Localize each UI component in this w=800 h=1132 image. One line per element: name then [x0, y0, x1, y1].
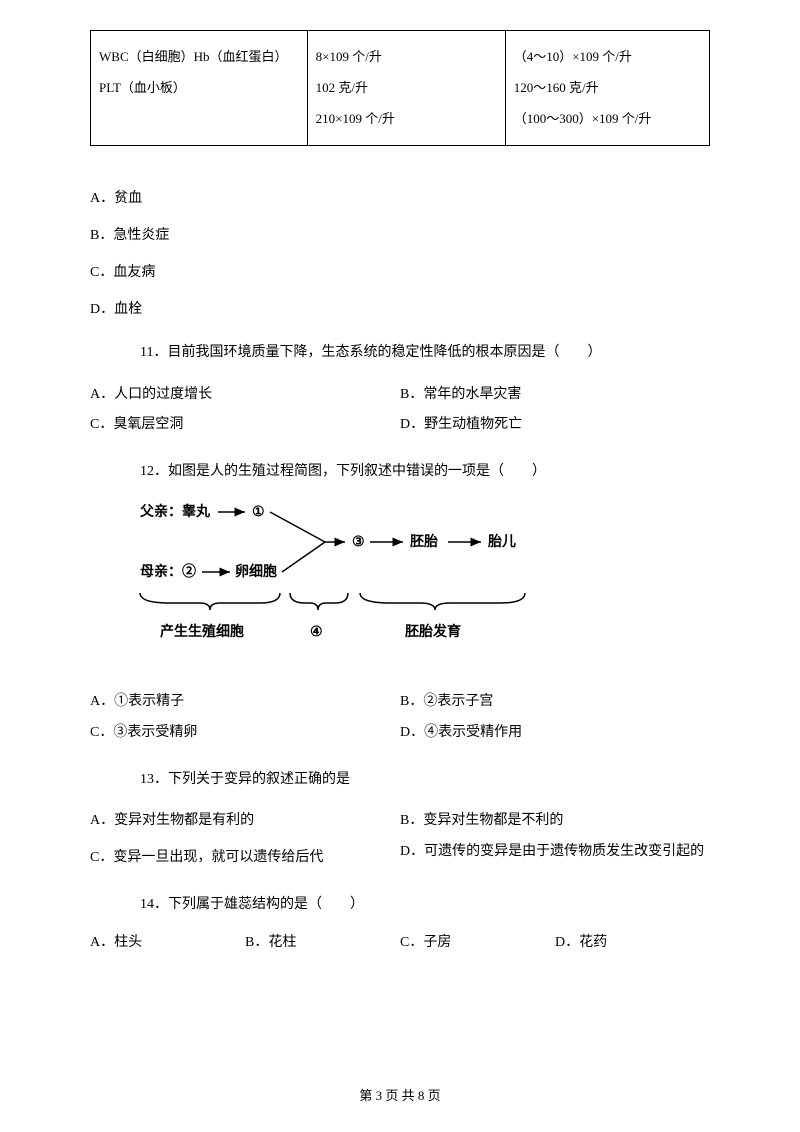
q12-option-b: B．②表示子宫: [400, 687, 710, 718]
q12-diagram: 父亲：睾丸 ① 母亲：② 卵细胞 ③ 胚胎 胎儿 产生生殖细胞 ④ 胚胎发育: [130, 498, 710, 673]
cell-line: 8×109 个/升: [316, 41, 497, 72]
diagram-label: 卵细胞: [235, 563, 277, 580]
q12-option-d: D．④表示受精作用: [400, 718, 710, 749]
diagram-label: ①: [252, 505, 265, 520]
q11-option-b: B．常年的水旱灾害: [400, 380, 710, 411]
q14-option-b: B．花柱: [245, 931, 400, 951]
diagram-label: ④: [310, 625, 323, 640]
table-cell: （4～10）×109 个/升 120～160 克/升 （100～300）×109…: [505, 31, 709, 146]
diagram-label: 胚胎发育: [405, 623, 461, 640]
q13-option-d: D．可遗传的变异是由于遗传物质发生改变引起的: [400, 837, 710, 874]
q12-options: A．①表示精子 B．②表示子宫 C．③表示受精卵 D．④表示受精作用: [90, 687, 710, 749]
q14-option-a: A．柱头: [90, 931, 245, 951]
page-footer: 第 3 页 共 8 页: [0, 1085, 800, 1104]
cell-line: （100～300）×109 个/升: [514, 103, 701, 134]
q13-options: A．变异对生物都是有利的 B．变异对生物都是不利的 C．变异一旦出现，就可以遗传…: [90, 806, 710, 874]
q12-stem: 12．如图是人的生殖过程简图，下列叙述中错误的一项是（ ）: [140, 459, 710, 484]
diagram-label: 胎儿: [488, 533, 516, 550]
reproduction-diagram: 父亲：睾丸 ① 母亲：② 卵细胞 ③ 胚胎 胎儿 产生生殖细胞 ④ 胚胎发育: [130, 498, 550, 668]
q12-option-a: A．①表示精子: [90, 687, 400, 718]
diagram-label: 胚胎: [410, 533, 438, 550]
q13-stem: 13．下列关于变异的叙述正确的是: [140, 767, 710, 792]
q11-option-a: A．人口的过度增长: [90, 380, 400, 411]
q11-stem: 11．目前我国环境质量下降，生态系统的稳定性降低的根本原因是（ ）: [140, 340, 710, 365]
q10-option-d: D．血栓: [90, 297, 710, 322]
q10-option-b: B．急性炎症: [90, 223, 710, 248]
q14-stem: 14．下列属于雄蕊结构的是（ ）: [140, 892, 710, 917]
table-cell: 8×109 个/升 102 克/升 210×109 个/升: [307, 31, 505, 146]
q11-options: A．人口的过度增长 B．常年的水旱灾害 C．臭氧层空洞 D．野生动植物死亡: [90, 380, 710, 442]
table-cell: WBC（白细胞）Hb（血红蛋白）PLT（血小板）: [91, 31, 308, 146]
cell-line: 120～160 克/升: [514, 72, 701, 103]
q13-option-a: A．变异对生物都是有利的: [90, 806, 400, 837]
cell-line: 102 克/升: [316, 72, 497, 103]
cell-line: 210×109 个/升: [316, 103, 497, 134]
q12-option-c: C．③表示受精卵: [90, 718, 400, 749]
q10-option-c: C．血友病: [90, 260, 710, 285]
q14-option-c: C．子房: [400, 931, 555, 951]
q11-option-d: D．野生动植物死亡: [400, 410, 710, 441]
q10-option-a: A．贫血: [90, 186, 710, 211]
data-table: WBC（白细胞）Hb（血红蛋白）PLT（血小板） 8×109 个/升 102 克…: [90, 30, 710, 146]
q13-option-c: C．变异一旦出现，就可以遗传给后代: [90, 837, 400, 874]
diagram-label: ③: [352, 535, 365, 550]
q11-option-c: C．臭氧层空洞: [90, 410, 400, 441]
cell-line: （4～10）×109 个/升: [514, 41, 701, 72]
diagram-label: 父亲：睾丸: [139, 503, 211, 520]
diagram-label: 产生生殖细胞: [160, 623, 244, 640]
diagram-label: 母亲：②: [140, 563, 196, 580]
q14-option-d: D．花药: [555, 931, 710, 951]
q13-option-b: B．变异对生物都是不利的: [400, 806, 710, 837]
q14-options: A．柱头 B．花柱 C．子房 D．花药: [90, 931, 710, 951]
